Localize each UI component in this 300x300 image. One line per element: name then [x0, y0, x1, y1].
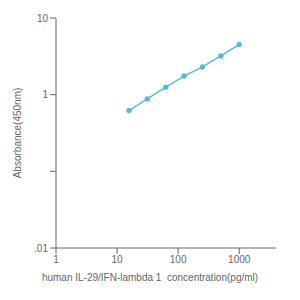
svg-text:100: 100 — [170, 254, 187, 265]
html-text:human IL-29/IFN-lambda 1 conce: human IL-29/IFN-lambda 1 concentration(p… — [41, 272, 259, 283]
svg-text:10: 10 — [37, 13, 49, 24]
svg-text:.01: .01 — [34, 243, 48, 254]
svg-text:Absorbance(450nm): Absorbance(450nm) — [12, 88, 23, 179]
svg-text:1: 1 — [42, 89, 48, 100]
svg-text:1: 1 — [53, 254, 59, 265]
svg-text:1000: 1000 — [228, 254, 251, 265]
svg-text:10: 10 — [112, 254, 124, 265]
